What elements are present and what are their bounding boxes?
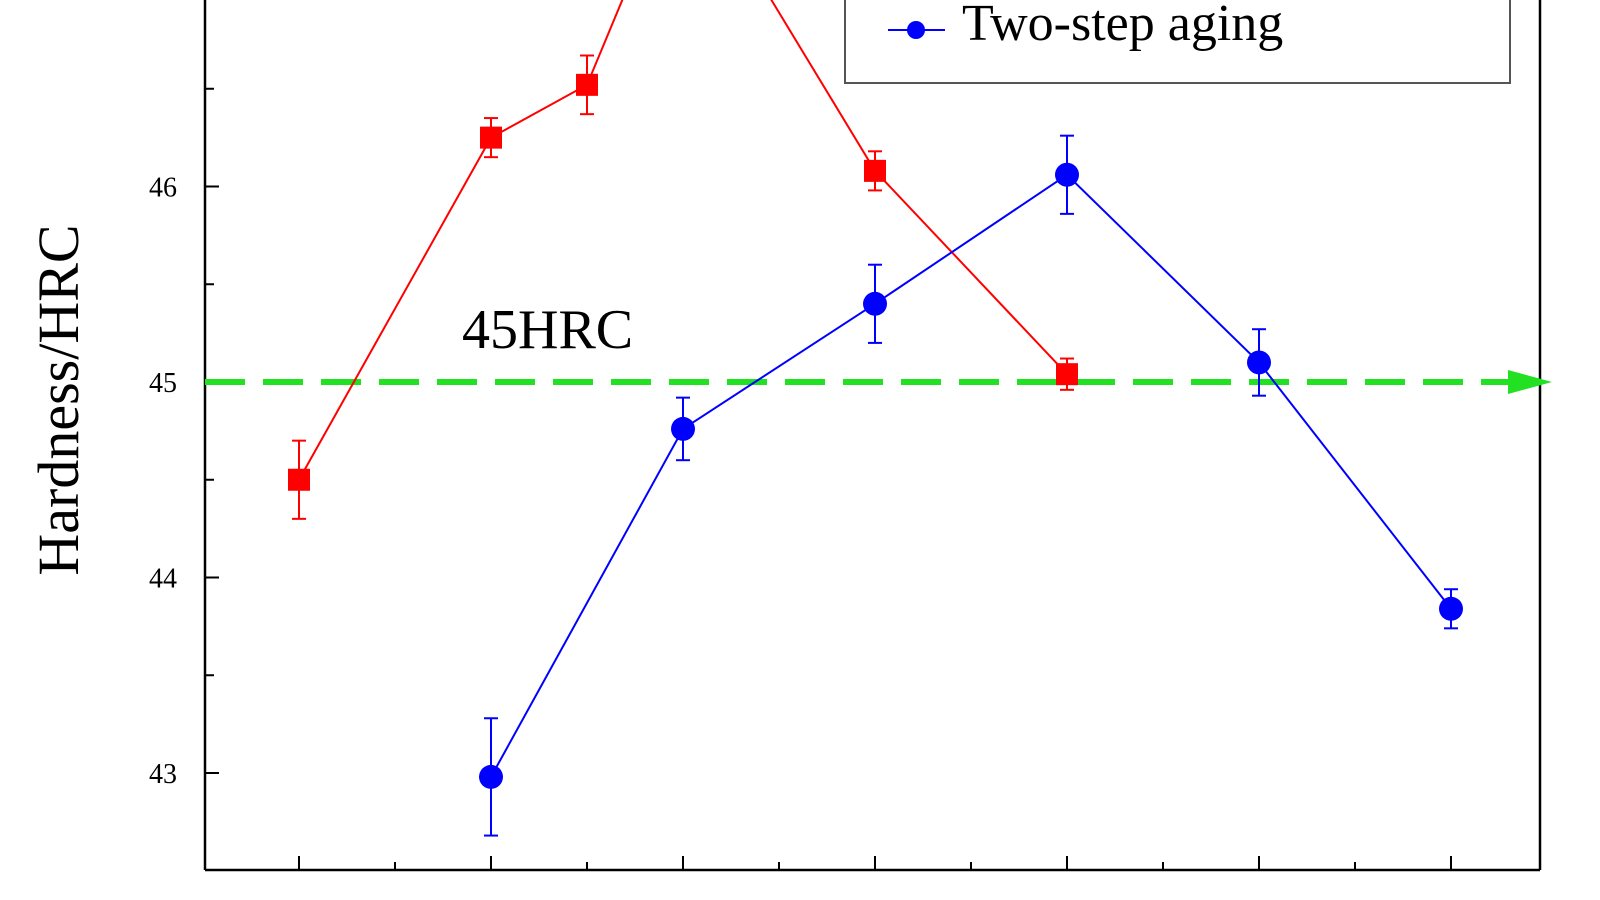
- data-point: [1056, 363, 1078, 386]
- reference-line-label: 45HRC: [462, 299, 633, 361]
- data-point: [479, 764, 503, 789]
- series-line: [298, 0, 1068, 481]
- data-point: [576, 73, 598, 96]
- y-tick-label: 44: [149, 564, 177, 595]
- data-point: [1439, 596, 1463, 621]
- reference-line-arrow: [1508, 370, 1552, 394]
- data-point: [288, 468, 310, 491]
- series-2: [479, 134, 1463, 837]
- y-tick-label: 43: [149, 759, 177, 790]
- data-point: [1247, 350, 1271, 375]
- legend-label-two-step-aging: Two-step aging: [962, 0, 1283, 52]
- axes: [203, 0, 1542, 872]
- data-point: [864, 159, 886, 182]
- y-tick-label: 45: [149, 368, 177, 399]
- legend-box: [844, 0, 1511, 84]
- data-point: [863, 291, 887, 316]
- y-tick-label: 46: [149, 173, 177, 204]
- legend-marker: [907, 21, 925, 39]
- x-ticks: [298, 856, 1452, 870]
- legend: Two-step aging: [844, 0, 1511, 84]
- series-1: [288, 0, 1078, 520]
- data-point: [671, 416, 695, 441]
- data-point: [480, 126, 502, 149]
- series-group: [288, 0, 1463, 837]
- data-point: [1055, 162, 1079, 187]
- y-axis-label: Hardness/HRC: [26, 224, 91, 575]
- series-line: [490, 173, 1452, 778]
- y-ticks: 43 44 45 46: [149, 87, 219, 790]
- reference-line-group: [205, 370, 1552, 394]
